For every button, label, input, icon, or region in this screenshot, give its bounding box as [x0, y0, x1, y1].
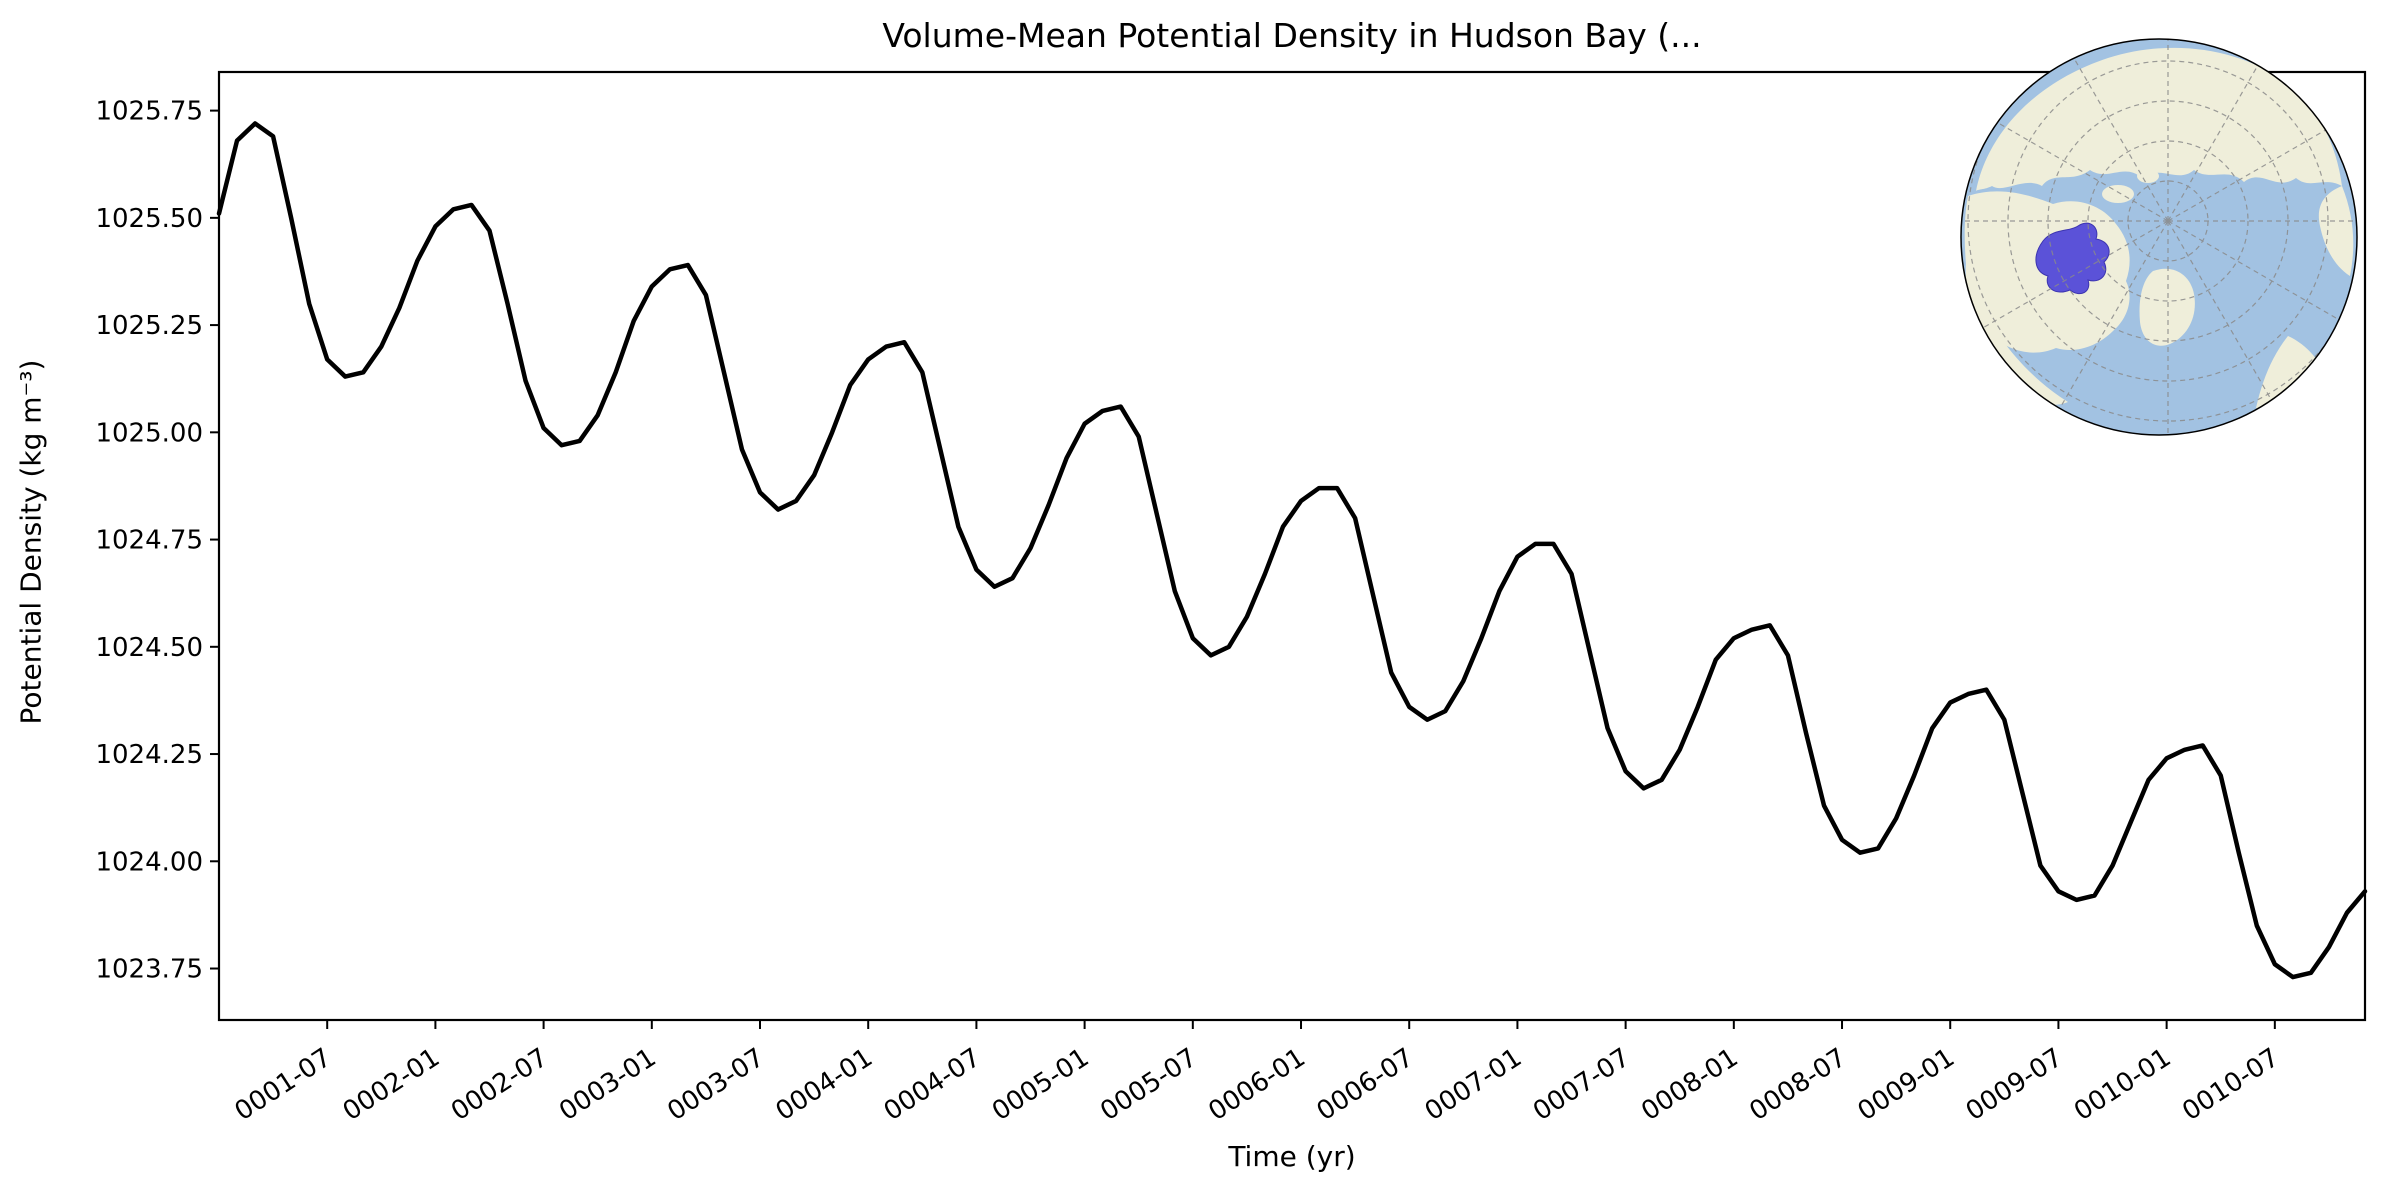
x-tick-label: 0001-07	[230, 1043, 337, 1127]
inset-map-land-greenland	[2139, 268, 2195, 346]
x-tick-label: 0005-07	[1095, 1043, 1202, 1127]
y-axis-label: Potential Density (kg m⁻³)	[14, 359, 48, 725]
hudson-bay-highlight	[2035, 222, 2110, 295]
x-tick-label: 0010-07	[2177, 1043, 2284, 1127]
y-tick-label: 1023.75	[95, 955, 203, 985]
inset-map-land-island-1	[2102, 185, 2134, 203]
y-tick-label: 1025.00	[95, 418, 203, 448]
x-tick-label: 0005-01	[987, 1043, 1094, 1127]
x-tick-label: 0004-01	[771, 1043, 878, 1127]
inset-map	[1960, 38, 2358, 436]
density-line	[216, 121, 2368, 980]
inset-map-land-island-2	[2137, 169, 2159, 183]
x-tick-label: 0006-01	[1203, 1043, 1310, 1127]
y-tick-label: 1024.00	[95, 847, 203, 877]
x-tick-label: 0002-07	[446, 1043, 553, 1127]
x-tick-label: 0009-01	[1853, 1043, 1960, 1127]
inset-map-outline	[1960, 38, 2358, 436]
x-tick-label: 0010-01	[2069, 1043, 2176, 1127]
x-tick-label: 0007-01	[1420, 1043, 1527, 1127]
y-tick-label: 1025.25	[95, 311, 203, 341]
y-tick-label: 1024.25	[95, 740, 203, 770]
x-tick-label: 0009-07	[1961, 1043, 2068, 1127]
x-axis-label: Time (yr)	[1228, 1140, 1356, 1173]
inset-map-land-eurasia	[1976, 47, 2342, 192]
y-tick-label: 1025.50	[95, 204, 203, 234]
y-tick-label: 1025.75	[95, 97, 203, 127]
x-tick-label: 0007-07	[1528, 1043, 1635, 1127]
x-tick-label: 0008-01	[1636, 1043, 1743, 1127]
x-tick-label: 0008-07	[1744, 1043, 1851, 1127]
x-tick-label: 0003-07	[662, 1043, 769, 1127]
x-tick-label: 0002-01	[338, 1043, 445, 1127]
y-tick-label: 1024.50	[95, 633, 203, 663]
axes-spines	[217, 70, 2367, 1022]
y-tick-label: 1024.75	[95, 526, 203, 556]
x-tick-label: 0006-07	[1312, 1043, 1419, 1127]
x-tick-label: 0003-01	[554, 1043, 661, 1127]
chart-title: Volume-Mean Potential Density in Hudson …	[882, 16, 1702, 55]
x-tick-label: 0004-07	[879, 1043, 986, 1127]
